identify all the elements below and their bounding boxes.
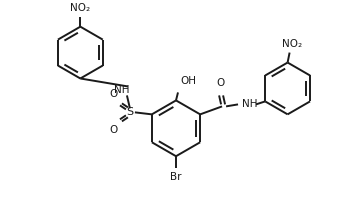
Text: NO₂: NO₂ <box>70 3 90 13</box>
Text: O: O <box>110 125 118 135</box>
Text: O: O <box>110 89 118 99</box>
Text: S: S <box>126 107 133 117</box>
Text: NO₂: NO₂ <box>282 38 302 49</box>
Text: Br: Br <box>170 172 182 182</box>
Text: O: O <box>216 78 224 88</box>
Text: NH: NH <box>242 99 258 109</box>
Text: OH: OH <box>180 77 196 86</box>
Text: NH: NH <box>114 85 130 95</box>
